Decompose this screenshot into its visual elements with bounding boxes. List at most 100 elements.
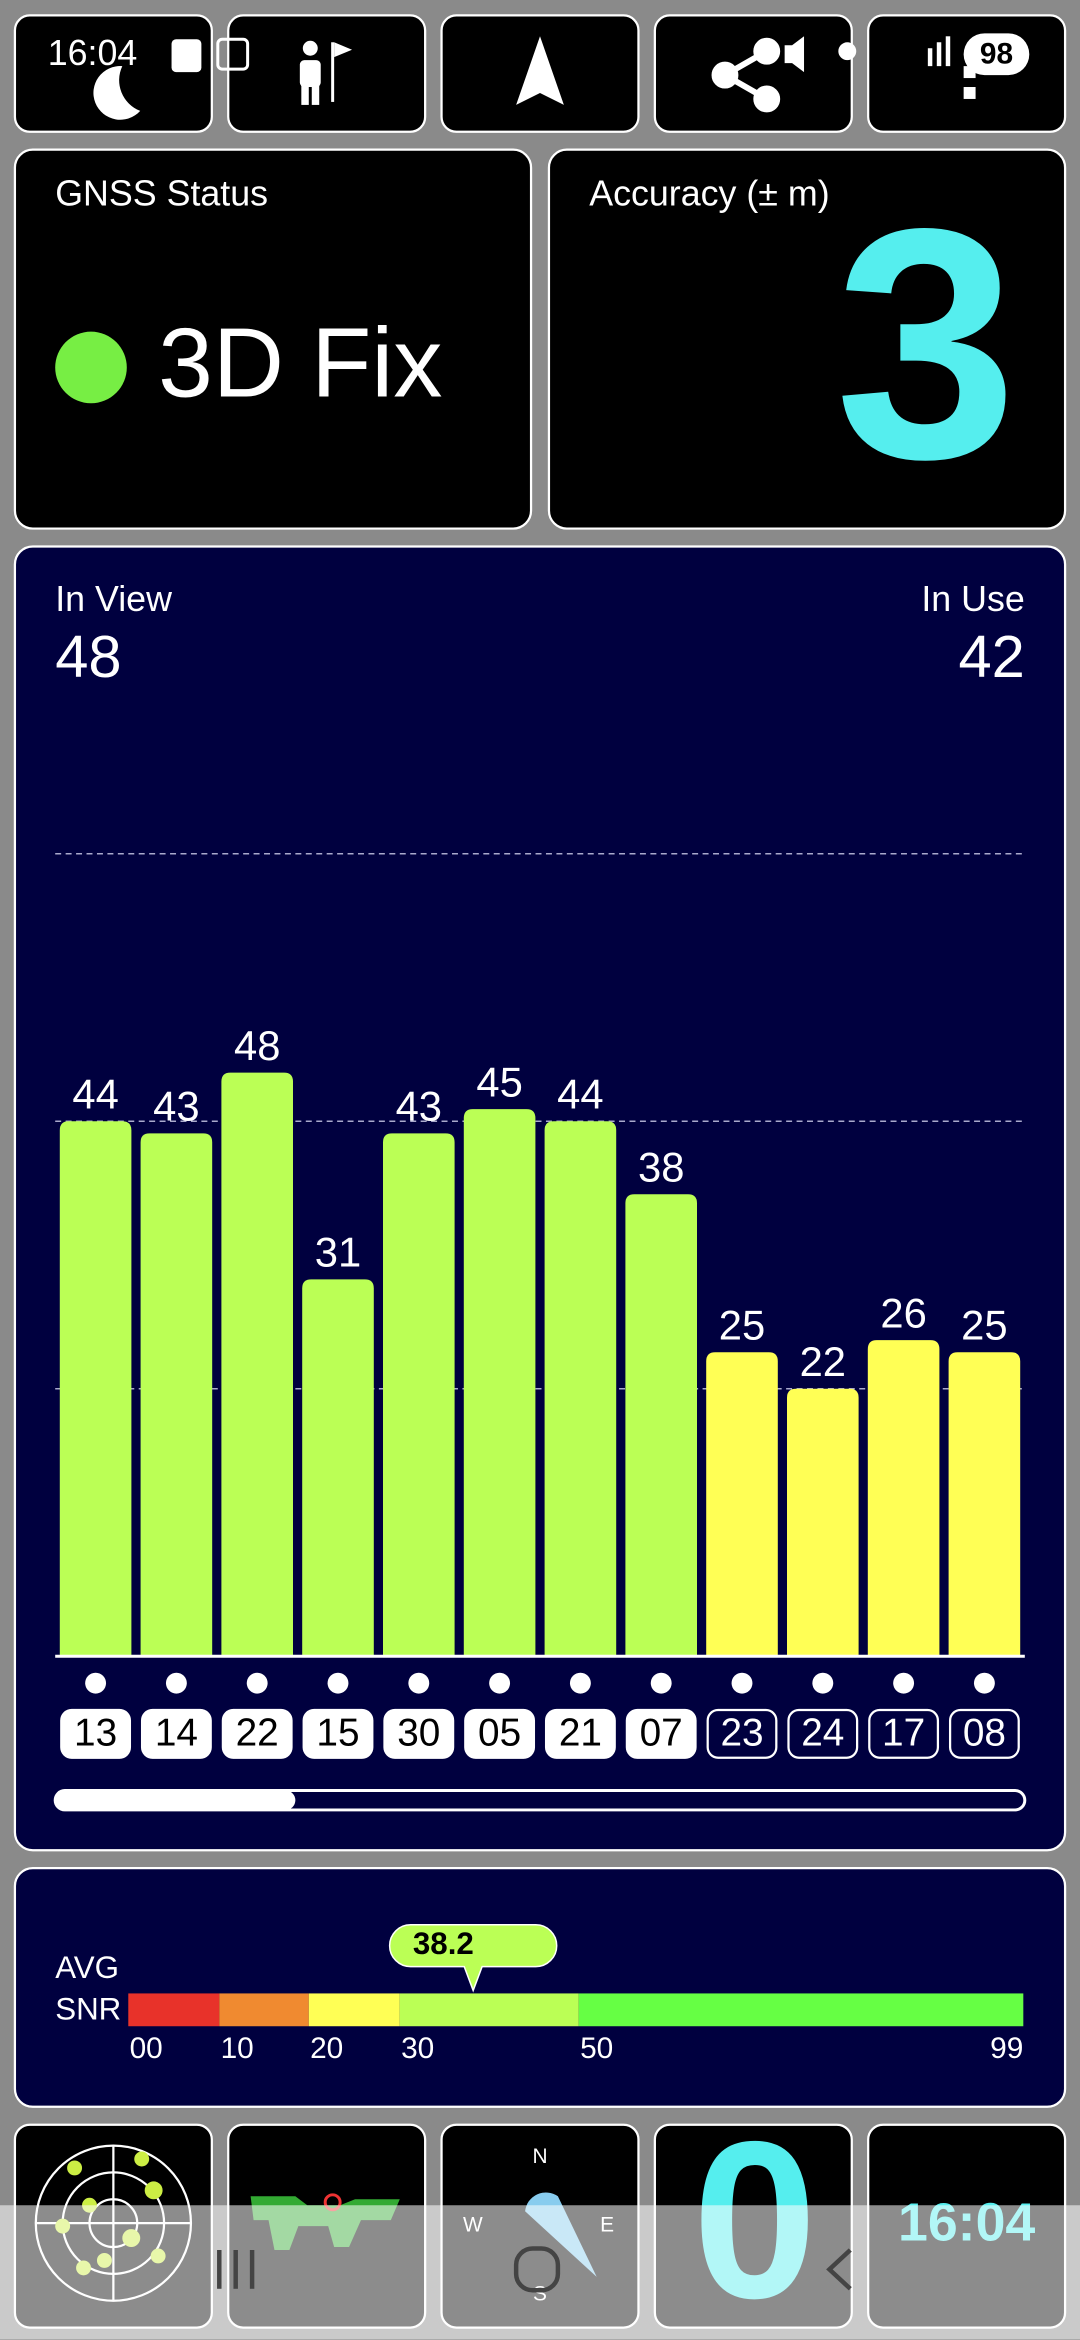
satellite-dot xyxy=(489,1672,511,1694)
snr-segment xyxy=(219,1993,309,2027)
bar xyxy=(787,1388,859,1657)
value-label: 43 xyxy=(396,1083,442,1130)
satellite-id-box[interactable] xyxy=(625,1708,697,1759)
in-use-label: In Use xyxy=(921,579,1024,619)
snr-tick-label: 50 xyxy=(580,2032,613,2065)
satellite-id: 22 xyxy=(236,1712,279,1755)
satellite-id: 15 xyxy=(316,1712,359,1755)
bar xyxy=(221,1072,293,1657)
bar xyxy=(544,1121,617,1657)
snr-segment xyxy=(578,1993,1024,2027)
satellite-dot xyxy=(85,1672,107,1694)
satellite-id-box[interactable] xyxy=(868,1708,940,1759)
accuracy-value: 3 xyxy=(835,160,1018,527)
snr-bar-chart: 44 13 43 14 48 22 31 15 43 30 45 05 44 21 38 07 25 23 22 24… xyxy=(55,853,1025,1759)
snr-label-bottom: SNR xyxy=(55,1992,121,2027)
snr-tick-label: 10 xyxy=(221,2032,254,2065)
status-icons xyxy=(171,36,976,99)
value-label: 25 xyxy=(719,1301,765,1348)
fix-indicator xyxy=(55,331,127,404)
satellite-dot xyxy=(408,1672,430,1694)
satellite-id: 21 xyxy=(559,1712,602,1755)
value-label: 48 xyxy=(234,1022,280,1069)
value-label: 45 xyxy=(476,1058,522,1105)
snr-tick-label: 30 xyxy=(401,2032,434,2065)
satellite-id: 13 xyxy=(74,1712,117,1755)
share-icon xyxy=(711,37,781,113)
gnss-status-label: GNSS Status xyxy=(55,173,268,213)
value-label: 38 xyxy=(638,1143,684,1190)
satellite-id: 08 xyxy=(963,1712,1006,1755)
snr-average-value: 38.2 xyxy=(413,1926,474,1961)
satellite-id-box[interactable] xyxy=(383,1708,455,1759)
value-label: 43 xyxy=(153,1083,199,1130)
satellite-id: 23 xyxy=(720,1712,763,1755)
snr-label-top: AVG xyxy=(55,1950,119,1985)
satellite-id-box[interactable] xyxy=(302,1708,374,1759)
satellite-id-box[interactable] xyxy=(787,1708,859,1759)
tile[interactable] xyxy=(227,14,427,133)
bar xyxy=(463,1109,536,1657)
navigation-icon xyxy=(516,36,564,105)
satellite-id-box[interactable] xyxy=(544,1708,616,1759)
value-label: 25 xyxy=(961,1301,1007,1348)
satellite-id: 24 xyxy=(801,1712,844,1755)
value-label: 44 xyxy=(72,1070,118,1117)
tile[interactable] xyxy=(653,14,853,133)
satellite-dot xyxy=(731,1672,753,1694)
satellite-dot xyxy=(327,1672,349,1694)
satellite-dot xyxy=(812,1672,834,1694)
satellite-id-box[interactable] xyxy=(60,1708,132,1759)
satellite-id: 30 xyxy=(397,1712,440,1755)
person-icon xyxy=(299,40,353,105)
value-label: 44 xyxy=(557,1070,603,1117)
satellite-dot xyxy=(165,1672,187,1694)
snr-scale: 00 10 20 30 50 99 38.2 xyxy=(128,1924,1024,2065)
nav-buttons[interactable] xyxy=(217,2246,852,2293)
satellite-dot xyxy=(893,1672,915,1694)
moon-icon xyxy=(93,66,141,120)
snr-segment xyxy=(399,1993,579,2027)
snr-segment xyxy=(128,1993,220,2027)
bar xyxy=(59,1121,132,1657)
battery-level: 98 xyxy=(980,38,1013,71)
gnss-status-panel xyxy=(13,148,533,530)
snr-tick-label: 20 xyxy=(310,2032,343,2065)
satellite-id-box[interactable] xyxy=(948,1708,1020,1759)
value-label: 31 xyxy=(315,1229,361,1276)
satellite-dot xyxy=(973,1672,995,1694)
satellite-dot xyxy=(569,1672,591,1694)
snr-tick-label: 99 xyxy=(990,2032,1023,2065)
snr-average-marker xyxy=(388,1924,558,1993)
snr-panel xyxy=(13,1867,1067,2108)
compass-north: N xyxy=(532,2145,547,2168)
in-use-count: 42 xyxy=(958,623,1024,690)
satellite-id: 14 xyxy=(155,1712,198,1755)
in-view-count: 48 xyxy=(55,623,121,690)
bar xyxy=(382,1133,455,1657)
fix-status: 3D Fix xyxy=(158,307,442,417)
satellite-dot xyxy=(246,1672,268,1694)
bar xyxy=(625,1194,698,1657)
value-label: 22 xyxy=(800,1338,846,1385)
navigation-bar xyxy=(0,2205,1080,2340)
value-label: 26 xyxy=(880,1289,926,1336)
status-time: 16:04 xyxy=(48,33,138,73)
battery-badge xyxy=(963,33,1030,76)
snr-segment xyxy=(308,1993,400,2027)
bar xyxy=(302,1279,374,1657)
satellite-id-box[interactable] xyxy=(706,1708,778,1759)
accuracy-label: Accuracy (± m) xyxy=(589,173,829,213)
bar xyxy=(867,1340,940,1657)
satellite-id-box[interactable] xyxy=(464,1708,536,1759)
satellite-id-box[interactable] xyxy=(221,1708,293,1759)
satellite-id-box[interactable] xyxy=(140,1708,212,1759)
satellite-id: 05 xyxy=(478,1712,521,1755)
scrollbar-thumb[interactable] xyxy=(55,1790,296,1810)
satellite-id: 07 xyxy=(640,1712,683,1755)
bar xyxy=(706,1352,778,1657)
satellite-dot xyxy=(650,1672,672,1694)
bar xyxy=(948,1352,1021,1657)
